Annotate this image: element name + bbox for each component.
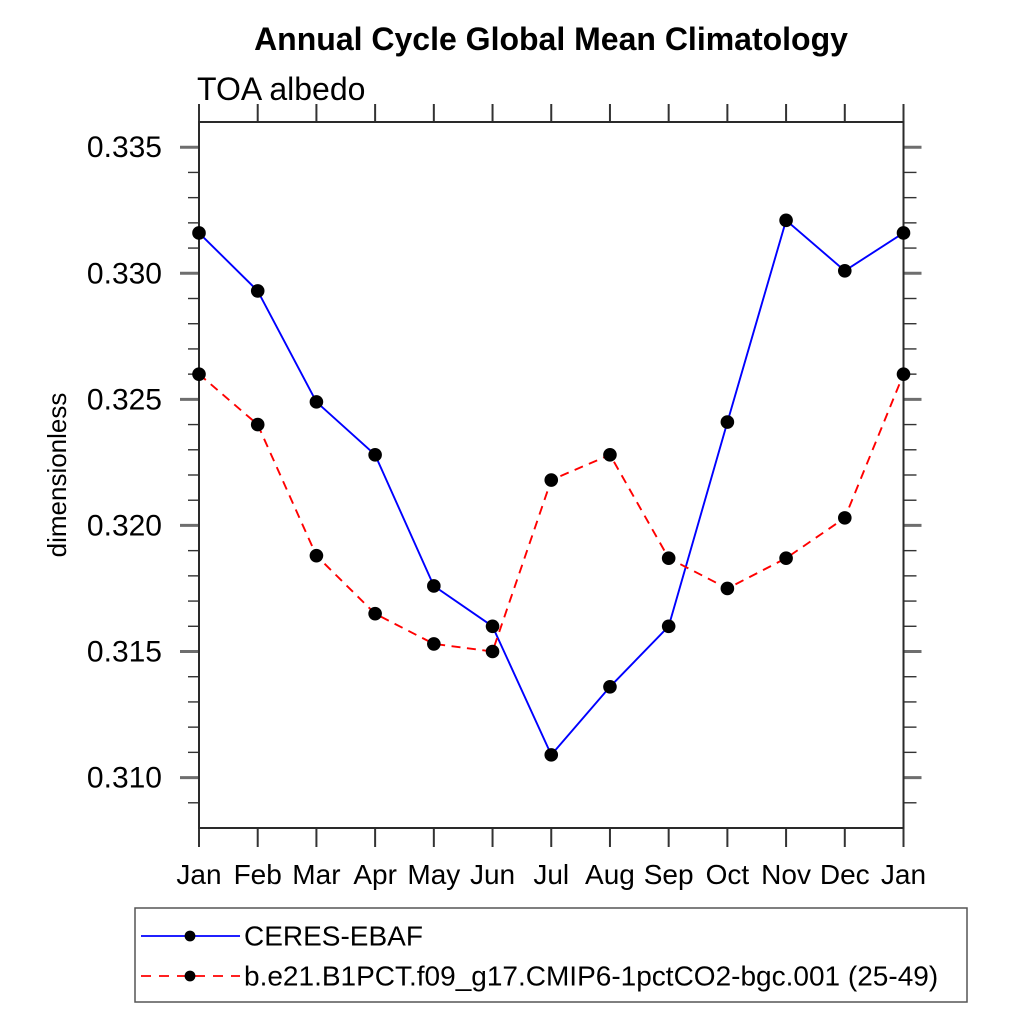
- chart-subtitle: TOA albedo: [197, 71, 365, 107]
- legend-box: [134, 907, 968, 1003]
- data-point-marker: [427, 637, 441, 651]
- data-point-marker: [309, 395, 324, 409]
- x-tick-label: Feb: [234, 859, 282, 890]
- data-point-marker: [837, 263, 852, 278]
- data-point-marker: [661, 619, 676, 634]
- series-layer: [192, 213, 911, 762]
- data-point-marker: [720, 581, 735, 596]
- x-tick-label: Aug: [585, 859, 635, 890]
- x-tick-label: Jan: [176, 859, 221, 890]
- x-tick-label: Jan: [881, 859, 926, 890]
- data-point-marker: [192, 367, 206, 381]
- data-point-marker: [720, 415, 735, 429]
- x-tick-label: Oct: [706, 859, 750, 890]
- y-tick-label: 0.330: [87, 257, 162, 290]
- data-point-marker: [250, 417, 265, 432]
- data-point-marker: [544, 748, 559, 762]
- chart-title: Annual Cycle Global Mean Climatology: [254, 21, 848, 57]
- legend-marker-dot: [184, 970, 196, 982]
- series-line-0: [198, 218, 905, 757]
- data-point-marker: [661, 551, 676, 566]
- data-point-marker: [368, 606, 382, 621]
- data-point-marker: [192, 226, 206, 240]
- y-axis-label: dimensionless: [42, 393, 72, 558]
- x-tick-label: Sep: [644, 859, 694, 890]
- legend-marker-dot: [184, 930, 196, 942]
- series-line-1: [198, 373, 905, 653]
- legend-label-ceres-ebaf: CERES-EBAF: [244, 921, 423, 952]
- x-tick-label: Mar: [292, 859, 340, 890]
- data-point-marker: [779, 551, 793, 566]
- plot-frame: [198, 121, 905, 829]
- data-point-marker: [896, 226, 911, 240]
- data-point-marker: [544, 473, 559, 487]
- legend-label-model-run: b.e21.B1PCT.f09_g17.CMIP6-1pctCO2-bgc.00…: [244, 961, 938, 992]
- data-point-marker: [485, 619, 500, 634]
- data-point-marker: [427, 579, 441, 593]
- y-tick-label: 0.335: [87, 131, 162, 164]
- y-tick-label: 0.310: [87, 762, 162, 795]
- x-tick-label: Dec: [820, 859, 870, 890]
- y-tick-label: 0.325: [87, 383, 162, 416]
- data-point-marker: [250, 284, 265, 298]
- x-tick-label: May: [407, 859, 460, 890]
- x-tick-label: Apr: [353, 859, 397, 890]
- data-point-marker: [485, 644, 500, 659]
- legend: CERES-EBAF b.e21.B1PCT.f09_g17.CMIP6-1pc…: [134, 907, 968, 1003]
- data-point-marker: [603, 448, 617, 462]
- y-tick-label: 0.320: [87, 509, 162, 542]
- data-point-marker: [837, 511, 852, 525]
- data-point-marker: [779, 213, 793, 228]
- axes-layer: 0.310 0.315 0.320 0.325 0.330 0.335 Jan Feb Mar A…: [87, 104, 926, 890]
- data-point-marker: [603, 680, 617, 694]
- data-point-marker: [309, 548, 324, 563]
- data-point-marker: [368, 448, 382, 462]
- x-tick-label: Jul: [533, 859, 569, 890]
- data-point-marker: [896, 367, 911, 381]
- x-tick-label: Nov: [761, 859, 811, 890]
- y-tick-label: 0.315: [87, 636, 162, 669]
- x-tick-label: Jun: [470, 859, 515, 890]
